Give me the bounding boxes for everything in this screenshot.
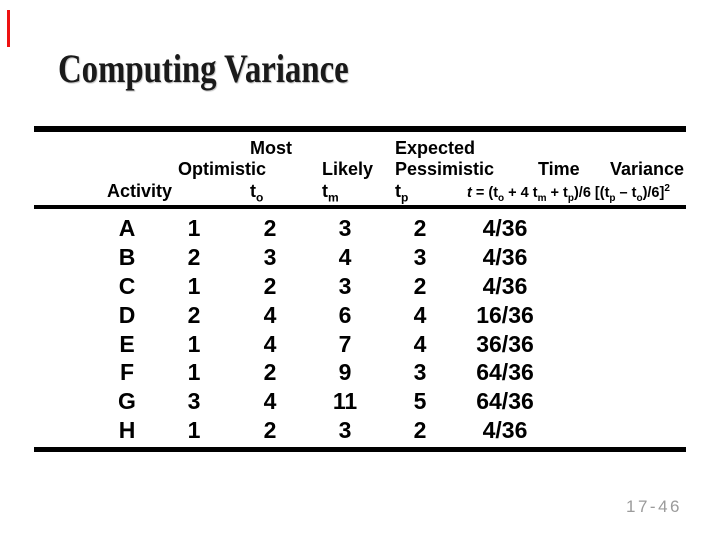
cell-likely: 2 [263,417,277,444]
header-t-optimistic: to [250,181,264,205]
header-t-pessimistic: tp [395,181,409,205]
table-row: C 1 2 3 2 4/36 [0,272,720,301]
table-row: F 1 2 9 3 64/36 [0,358,720,387]
cell-optimistic: 1 [187,417,201,444]
header-most: Most [250,138,292,158]
cell-pessimistic: 11 [332,388,358,415]
cell-variance: 4/36 [482,417,528,444]
table-row: E 1 4 7 4 36/36 [0,330,720,359]
cell-pessimistic: 4 [338,243,352,270]
cell-optimistic: 1 [187,272,201,299]
cell-optimistic: 1 [187,330,201,357]
cell-optimistic: 3 [187,388,201,415]
table-top-rule [34,126,686,132]
cell-likely: 2 [263,272,277,299]
cell-pessimistic: 6 [338,301,352,328]
table-row: A 1 2 3 2 4/36 [0,214,720,243]
cell-likely: 3 [263,243,277,270]
cell-time: 4 [413,301,427,328]
cell-optimistic: 2 [187,243,201,270]
expected-time-variance-formula: t = (to + 4 tm + tp)/6 [(tp – to)/6]2 [467,183,670,204]
cell-pessimistic: 3 [338,215,352,241]
cell-variance: 36/36 [476,330,534,357]
cell-activity: H [118,417,136,444]
cell-activity: E [119,330,135,357]
cell-likely: 2 [263,359,277,386]
cell-activity: G [118,388,136,415]
table-row: G 3 4 11 5 64/36 [0,387,720,416]
cell-time: 2 [413,417,427,444]
cell-activity: C [118,272,136,299]
cell-activity: F [119,359,135,386]
header-time: Time [538,159,580,179]
header-pessimistic: Pessimistic [395,159,495,179]
cell-time: 3 [413,243,427,270]
cell-activity: D [118,301,136,328]
cell-pessimistic: 9 [338,359,352,386]
cell-time: 5 [413,388,427,415]
cell-likely: 4 [263,388,277,415]
cell-time: 2 [413,215,427,241]
cell-optimistic: 2 [187,301,201,328]
header-variance: Variance [610,159,685,179]
table-row: H 1 2 3 2 4/36 [0,416,720,445]
cell-variance: 64/36 [476,388,534,415]
cell-variance: 4/36 [482,243,528,270]
cell-variance: 64/36 [476,359,534,386]
slide-title: Computing Variance [58,46,349,91]
cell-activity: B [118,243,136,270]
table-body: A 1 2 3 2 4/36 B 2 3 4 3 4/36 C 1 2 3 2 … [0,214,720,445]
header-expected: Expected [395,138,476,158]
cell-variance: 4/36 [482,272,528,299]
red-accent-mark [7,10,10,47]
table-row: B 2 3 4 3 4/36 [0,243,720,272]
table-row: D 2 4 6 4 16/36 [0,301,720,330]
cell-time: 2 [413,272,427,299]
page-number: 17-46 [626,497,682,516]
cell-pessimistic: 3 [338,272,352,299]
header-optimistic: Optimistic [178,159,267,179]
cell-variance: 16/36 [476,301,534,328]
cell-time: 3 [413,359,427,386]
cell-likely: 4 [263,330,277,357]
cell-pessimistic: 3 [338,417,352,444]
header-activity: Activity [107,181,173,201]
header-likely: Likely [322,159,374,179]
cell-activity: A [118,215,136,241]
cell-likely: 4 [263,301,277,328]
cell-optimistic: 1 [187,359,201,386]
cell-variance: 4/36 [482,215,528,241]
table-bottom-rule [34,447,686,452]
cell-likely: 2 [263,215,277,241]
header-t-likely: tm [322,181,339,205]
cell-pessimistic: 7 [338,330,352,357]
table-header-rule [34,205,686,209]
cell-optimistic: 1 [187,215,201,241]
cell-time: 4 [413,330,427,357]
